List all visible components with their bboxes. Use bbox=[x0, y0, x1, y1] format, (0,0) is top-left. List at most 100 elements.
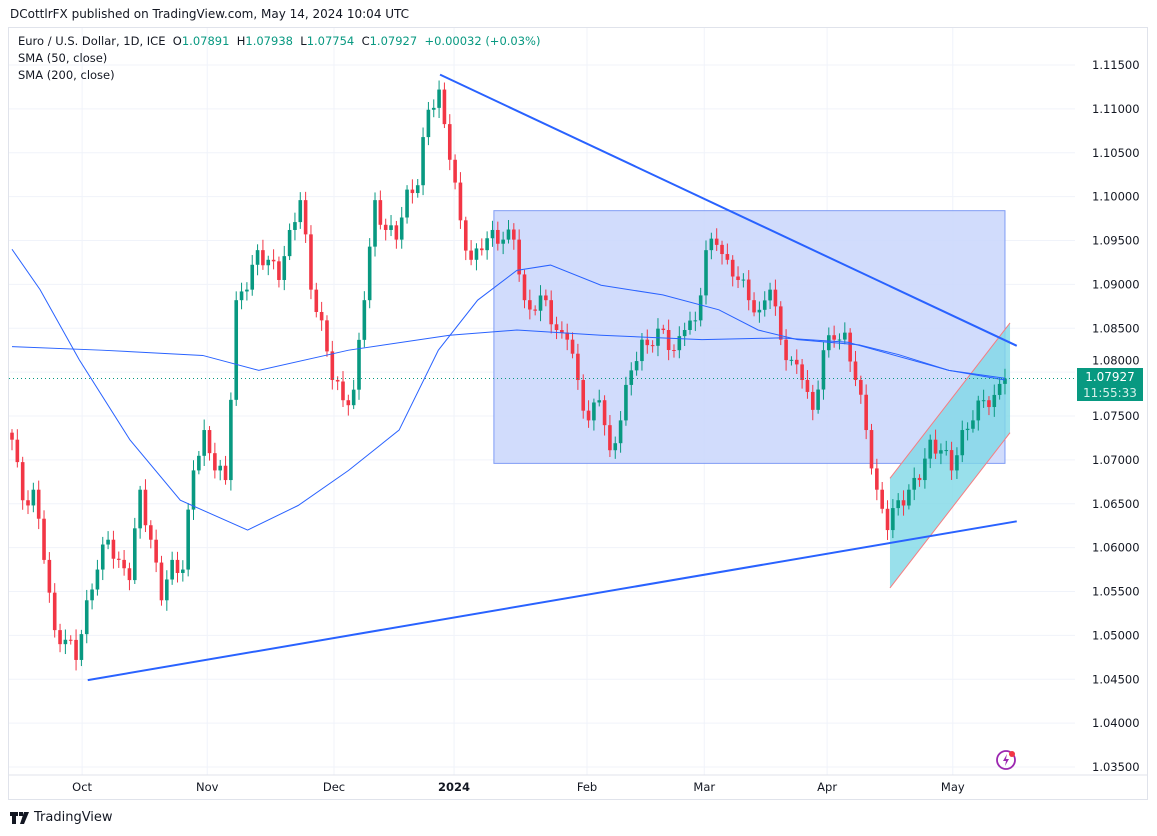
x-tick-label: May bbox=[941, 780, 965, 794]
candle-body bbox=[650, 345, 655, 347]
candle bbox=[186, 503, 190, 577]
candle-body bbox=[373, 200, 377, 247]
candle bbox=[939, 443, 943, 465]
candle bbox=[976, 395, 981, 431]
x-tick-label: Feb bbox=[577, 780, 597, 794]
candle bbox=[106, 531, 110, 550]
candles bbox=[10, 80, 1007, 671]
candle-body bbox=[52, 592, 57, 631]
candle-body bbox=[624, 384, 628, 421]
candle-body bbox=[875, 468, 879, 490]
candle-body bbox=[399, 217, 404, 240]
candle bbox=[843, 322, 847, 345]
candle-body bbox=[976, 400, 981, 421]
candle-body bbox=[971, 420, 975, 429]
sma50-legend[interactable]: SMA (50, close) bbox=[18, 51, 108, 65]
candle bbox=[645, 329, 650, 354]
candle-body bbox=[955, 455, 959, 471]
y-tick-label: 1.06000 bbox=[1092, 541, 1140, 555]
open-value: 1.07891 bbox=[181, 34, 230, 48]
candle bbox=[229, 392, 233, 491]
candle-body bbox=[618, 420, 623, 444]
candle bbox=[442, 82, 447, 129]
candle bbox=[394, 220, 399, 249]
lightning-icon[interactable] bbox=[996, 750, 1016, 770]
candle bbox=[592, 398, 596, 431]
candle-body bbox=[239, 291, 244, 301]
tradingview-logo[interactable]: TradingView bbox=[10, 810, 113, 825]
legend: Euro / U.S. Dollar, 1D, ICE O1.07891 H1.… bbox=[18, 33, 540, 84]
price-axis[interactable]: 1.11500 1.11000 1.10500 1.10000 1.09500 1.090… bbox=[1092, 58, 1140, 774]
candle bbox=[90, 583, 94, 610]
candle-body bbox=[714, 238, 719, 245]
candle bbox=[912, 467, 917, 501]
candle bbox=[463, 216, 468, 261]
y-tick-label: 1.05500 bbox=[1092, 585, 1140, 599]
candle-body bbox=[181, 569, 185, 573]
candle-body bbox=[223, 465, 228, 481]
candle bbox=[688, 311, 692, 335]
candle-body bbox=[31, 489, 36, 506]
x-tick-label: Oct bbox=[72, 780, 92, 794]
candle-body bbox=[287, 229, 292, 257]
candle bbox=[26, 490, 30, 515]
candle-body bbox=[15, 439, 20, 463]
open-label: O bbox=[172, 34, 182, 48]
chart-frame[interactable] bbox=[8, 27, 1148, 800]
candle-body bbox=[106, 539, 110, 545]
candle-body bbox=[907, 489, 911, 506]
candle-body bbox=[885, 508, 890, 531]
candle bbox=[720, 240, 724, 265]
candle bbox=[458, 172, 463, 229]
candle bbox=[447, 114, 452, 171]
candle bbox=[971, 410, 975, 433]
candle-body bbox=[602, 400, 607, 426]
candle-body bbox=[821, 350, 826, 390]
y-tick-label: 1.11000 bbox=[1092, 102, 1140, 116]
candle bbox=[479, 238, 484, 256]
candle bbox=[405, 185, 409, 224]
candle-body bbox=[469, 250, 473, 260]
candle bbox=[490, 220, 495, 247]
candle bbox=[383, 218, 388, 241]
candle bbox=[565, 323, 570, 351]
candle bbox=[42, 510, 46, 564]
candle bbox=[197, 450, 201, 475]
candle bbox=[207, 426, 212, 461]
candle bbox=[677, 326, 682, 359]
x-tick-label: Dec bbox=[323, 780, 345, 794]
candle bbox=[586, 400, 591, 428]
candle bbox=[602, 395, 607, 436]
candle-body bbox=[431, 107, 436, 110]
candle bbox=[853, 350, 858, 387]
candle-body bbox=[362, 300, 367, 340]
candle bbox=[266, 255, 271, 276]
candle bbox=[768, 282, 772, 310]
candle bbox=[84, 589, 89, 644]
brand-label: TradingView bbox=[34, 810, 113, 825]
candle bbox=[293, 212, 297, 241]
close-value: 1.07927 bbox=[369, 34, 418, 48]
candle bbox=[111, 530, 116, 569]
candle bbox=[159, 555, 164, 606]
legend-main: Euro / U.S. Dollar, 1D, ICE O1.07891 H1.… bbox=[18, 33, 540, 50]
candle bbox=[709, 232, 714, 260]
candle bbox=[282, 245, 287, 291]
sma200-legend[interactable]: SMA (200, close) bbox=[18, 68, 115, 82]
candle bbox=[149, 520, 153, 549]
candle bbox=[346, 394, 351, 416]
candle-body bbox=[891, 508, 895, 531]
candle bbox=[512, 223, 516, 250]
candle-body bbox=[549, 300, 553, 325]
candle-body bbox=[923, 458, 927, 481]
candle bbox=[570, 332, 575, 359]
candle-body bbox=[154, 539, 158, 563]
candle-body bbox=[746, 279, 751, 301]
candle-body bbox=[677, 336, 682, 351]
x-tick-label: Mar bbox=[693, 780, 715, 794]
y-tick-label: 1.07500 bbox=[1092, 409, 1140, 423]
y-tick-label: 1.03500 bbox=[1092, 760, 1140, 774]
time-axis[interactable]: Oct Nov Dec 2024 Feb Mar Apr May bbox=[72, 780, 965, 794]
candle bbox=[805, 370, 810, 399]
